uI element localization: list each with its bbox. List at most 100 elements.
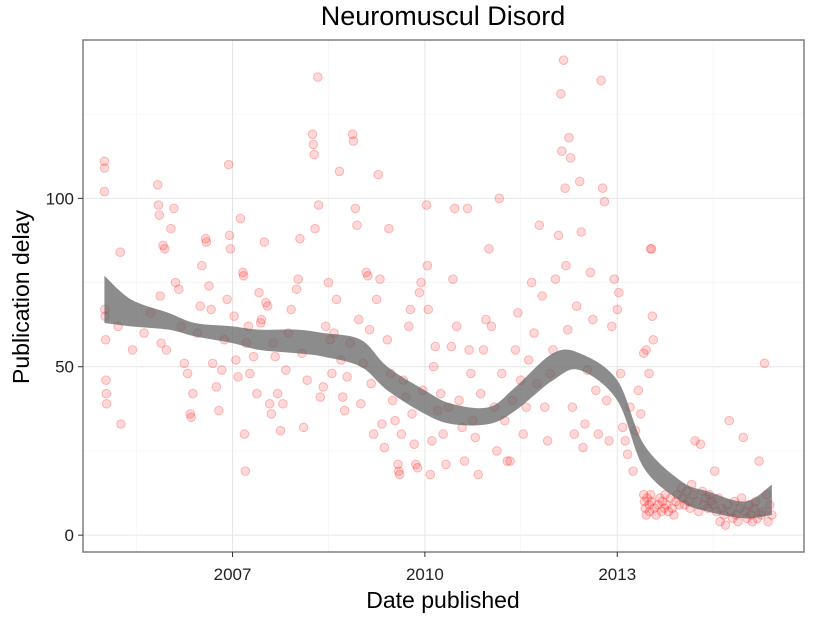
data-point [466,368,476,379]
data-point [127,345,138,355]
data-point [393,459,403,470]
data-point [620,436,630,446]
data-point [505,456,515,466]
data-point [166,223,176,234]
data-point [240,466,251,476]
data-point [763,516,773,527]
data-point [182,368,193,379]
data-point [421,200,432,210]
data-point [307,129,318,140]
data-point [222,294,232,305]
data-point [641,345,652,355]
data-point [101,398,112,409]
y-tick-label: 50 [55,358,74,377]
data-point [363,270,373,281]
data-point [224,230,235,241]
data-point [639,496,650,507]
data-point [633,385,644,396]
data-point [266,409,277,419]
data-point [438,429,448,439]
data-point [562,324,573,335]
data-point [342,372,352,382]
x-tick-label: 2013 [598,565,636,584]
data-point [100,334,111,345]
data-point [567,402,578,412]
data-point [518,429,528,439]
data-point [313,200,324,210]
data-point [115,247,126,258]
data-point [615,368,626,379]
data-point [161,345,172,355]
data-point [709,466,720,476]
data-point [286,304,296,315]
data-point [640,503,651,514]
data-point [645,244,656,254]
data-point [537,291,548,301]
data-point [315,392,326,402]
data-point [393,466,404,476]
data-point [574,176,585,187]
data-point [375,274,385,284]
data-point [254,287,264,298]
data-point [101,375,111,386]
data-point [529,328,539,338]
data-point [255,318,266,328]
data-point [459,456,470,466]
data-point [264,398,275,409]
data-point [571,301,582,311]
data-point [648,334,659,345]
data-point [229,311,239,322]
data-point [612,304,623,315]
data-point [252,388,262,399]
data-point [155,291,166,301]
data-point [724,415,735,426]
data-point [754,456,764,466]
data-point [715,516,725,527]
data-point [644,368,654,379]
data-point [298,422,309,433]
data-point [454,395,464,406]
data-point [262,301,273,311]
data-point [281,365,291,375]
data-point [591,385,601,396]
data-point [364,324,375,335]
data-point [550,274,561,284]
data-point [690,436,700,446]
data-point [256,314,267,325]
data-point [217,365,227,375]
data-point [646,244,657,254]
data-point [451,321,462,332]
data-point [206,304,216,315]
data-point [334,166,345,177]
data-point [302,375,312,386]
data-point [736,493,747,503]
data-point [576,227,587,237]
data-point [657,496,668,507]
data-point [609,274,620,284]
data-point [350,203,361,214]
data-point [291,284,302,295]
data-point [601,395,612,406]
data-point [720,520,731,530]
data-point [223,159,234,170]
data-point [179,358,190,369]
data-point [660,489,670,500]
data-point [201,237,212,247]
data-point [614,287,624,298]
data-point [428,361,439,372]
data-point [308,139,319,150]
data-point [156,338,166,348]
data-point [607,321,617,332]
data-point [661,500,672,510]
data-point [331,294,342,305]
data-point [368,429,379,439]
data-point [646,496,657,507]
data-point [259,237,270,247]
data-point [225,244,236,254]
data-point [214,405,224,416]
data-point [462,203,473,214]
data-point [275,425,286,436]
data-point [313,72,323,82]
y-tick-label: 0 [65,526,74,545]
data-point [352,220,362,231]
